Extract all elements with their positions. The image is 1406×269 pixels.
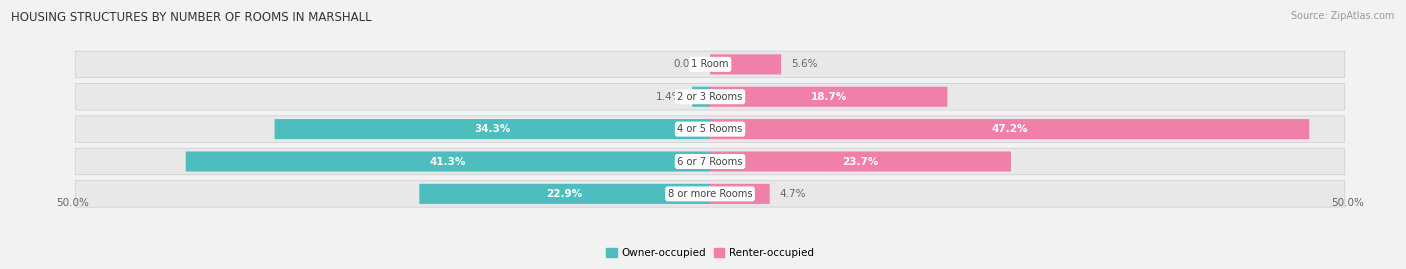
FancyBboxPatch shape — [692, 87, 710, 107]
Text: 8 or more Rooms: 8 or more Rooms — [668, 189, 752, 199]
FancyBboxPatch shape — [76, 148, 1344, 175]
FancyBboxPatch shape — [274, 119, 710, 139]
FancyBboxPatch shape — [186, 151, 710, 172]
Text: 22.9%: 22.9% — [547, 189, 582, 199]
Text: 1.4%: 1.4% — [655, 92, 682, 102]
Text: 41.3%: 41.3% — [430, 157, 465, 167]
Text: 5.6%: 5.6% — [792, 59, 818, 69]
Text: 0.0%: 0.0% — [673, 59, 700, 69]
FancyBboxPatch shape — [76, 180, 1344, 207]
FancyBboxPatch shape — [76, 51, 1344, 78]
FancyBboxPatch shape — [710, 184, 769, 204]
Text: HOUSING STRUCTURES BY NUMBER OF ROOMS IN MARSHALL: HOUSING STRUCTURES BY NUMBER OF ROOMS IN… — [11, 11, 371, 24]
Text: 1 Room: 1 Room — [692, 59, 728, 69]
Text: 4 or 5 Rooms: 4 or 5 Rooms — [678, 124, 742, 134]
FancyBboxPatch shape — [710, 119, 1309, 139]
FancyBboxPatch shape — [419, 184, 710, 204]
FancyBboxPatch shape — [710, 151, 1011, 172]
Text: 50.0%: 50.0% — [56, 199, 89, 208]
FancyBboxPatch shape — [76, 83, 1344, 110]
Text: 47.2%: 47.2% — [991, 124, 1028, 134]
Text: 18.7%: 18.7% — [810, 92, 846, 102]
FancyBboxPatch shape — [710, 87, 948, 107]
Text: 4.7%: 4.7% — [780, 189, 807, 199]
Text: 6 or 7 Rooms: 6 or 7 Rooms — [678, 157, 742, 167]
Legend: Owner-occupied, Renter-occupied: Owner-occupied, Renter-occupied — [602, 244, 818, 263]
Text: 2 or 3 Rooms: 2 or 3 Rooms — [678, 92, 742, 102]
Text: 23.7%: 23.7% — [842, 157, 879, 167]
FancyBboxPatch shape — [710, 54, 782, 75]
FancyBboxPatch shape — [76, 116, 1344, 142]
Text: 34.3%: 34.3% — [474, 124, 510, 134]
Text: 50.0%: 50.0% — [1331, 199, 1364, 208]
Text: Source: ZipAtlas.com: Source: ZipAtlas.com — [1291, 11, 1395, 21]
